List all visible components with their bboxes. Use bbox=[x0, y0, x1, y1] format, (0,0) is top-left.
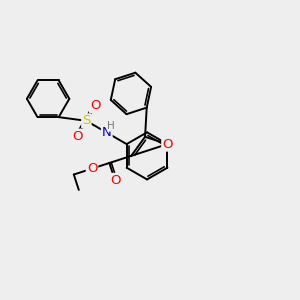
Text: O: O bbox=[110, 174, 120, 187]
Text: H: H bbox=[107, 121, 115, 131]
Text: N: N bbox=[102, 126, 112, 139]
Text: O: O bbox=[90, 99, 101, 112]
Text: O: O bbox=[72, 130, 83, 142]
Text: O: O bbox=[87, 162, 97, 175]
Text: S: S bbox=[82, 114, 91, 127]
Text: O: O bbox=[162, 138, 173, 151]
